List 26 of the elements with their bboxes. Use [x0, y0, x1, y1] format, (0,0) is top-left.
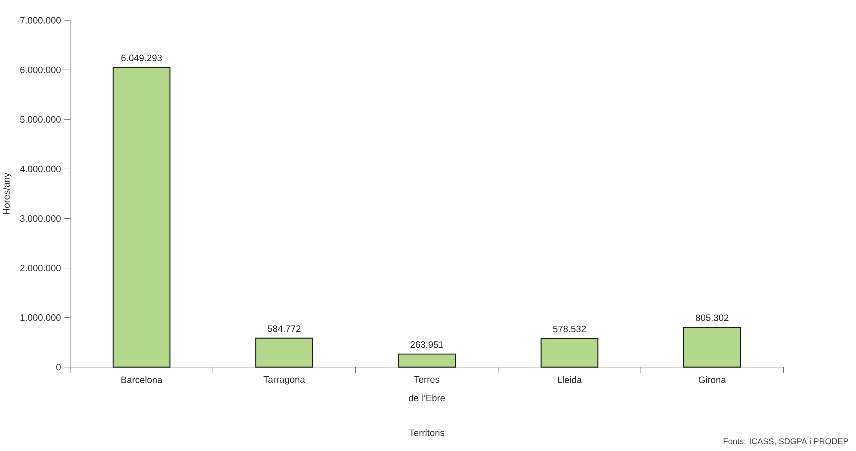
x-tick-label: Girona [698, 376, 726, 384]
y-axis-title: Hores/any [3, 173, 12, 215]
y-tick-label: 3.000.000 [20, 216, 61, 222]
bar [683, 327, 742, 368]
bar [540, 338, 599, 368]
y-tick-label: 6.000.000 [20, 67, 61, 74]
x-tick-label: Barcelona [122, 376, 163, 384]
y-tick-label: 4.000.000 [20, 166, 61, 173]
y-tick-label: 5.000.000 [20, 116, 61, 124]
bar [256, 338, 314, 368]
bar [112, 67, 171, 368]
data-label: 6.049.293 [122, 55, 162, 62]
x-axis-title: Territoris [410, 430, 445, 436]
x-tick-label: Tarragona [264, 376, 306, 386]
data-label: 578.532 [553, 326, 586, 333]
bar [398, 354, 456, 368]
y-tick-label: 2.000.000 [20, 265, 61, 272]
category-label: Terres de l'Ebre [409, 376, 446, 402]
y-tick-label: 0 [56, 364, 61, 371]
x-tick-label: Lleida [558, 376, 582, 384]
text: Fonts: ICASS, SDGPA i PRODEP [724, 438, 848, 446]
y-tick-label: 1.000.000 [20, 314, 61, 322]
data-label: 263.951 [410, 342, 444, 348]
data-label: 805.302 [696, 314, 729, 322]
data-label: 584.772 [268, 326, 301, 332]
y-tick-label: 7.000.000 [20, 17, 61, 24]
